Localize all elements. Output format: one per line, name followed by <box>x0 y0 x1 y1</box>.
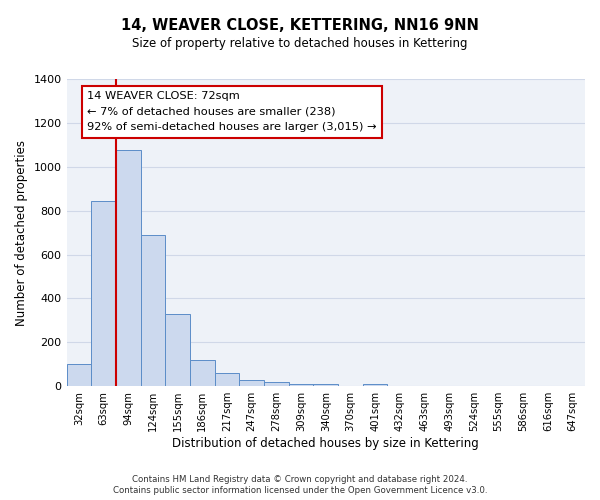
Text: 14 WEAVER CLOSE: 72sqm
← 7% of detached houses are smaller (238)
92% of semi-det: 14 WEAVER CLOSE: 72sqm ← 7% of detached … <box>87 92 377 132</box>
Text: Contains HM Land Registry data © Crown copyright and database right 2024.: Contains HM Land Registry data © Crown c… <box>132 475 468 484</box>
Bar <box>165 314 190 386</box>
Bar <box>289 384 313 386</box>
Text: 14, WEAVER CLOSE, KETTERING, NN16 9NN: 14, WEAVER CLOSE, KETTERING, NN16 9NN <box>121 18 479 32</box>
Bar <box>264 382 289 386</box>
Bar <box>190 360 215 386</box>
Bar <box>140 235 165 386</box>
Bar <box>313 384 338 386</box>
X-axis label: Distribution of detached houses by size in Kettering: Distribution of detached houses by size … <box>172 437 479 450</box>
Bar <box>116 150 140 386</box>
Bar <box>67 364 91 386</box>
Bar <box>215 372 239 386</box>
Text: Contains public sector information licensed under the Open Government Licence v3: Contains public sector information licen… <box>113 486 487 495</box>
Y-axis label: Number of detached properties: Number of detached properties <box>15 140 28 326</box>
Text: Size of property relative to detached houses in Kettering: Size of property relative to detached ho… <box>132 38 468 51</box>
Bar <box>91 201 116 386</box>
Bar <box>239 380 264 386</box>
Bar <box>363 384 388 386</box>
